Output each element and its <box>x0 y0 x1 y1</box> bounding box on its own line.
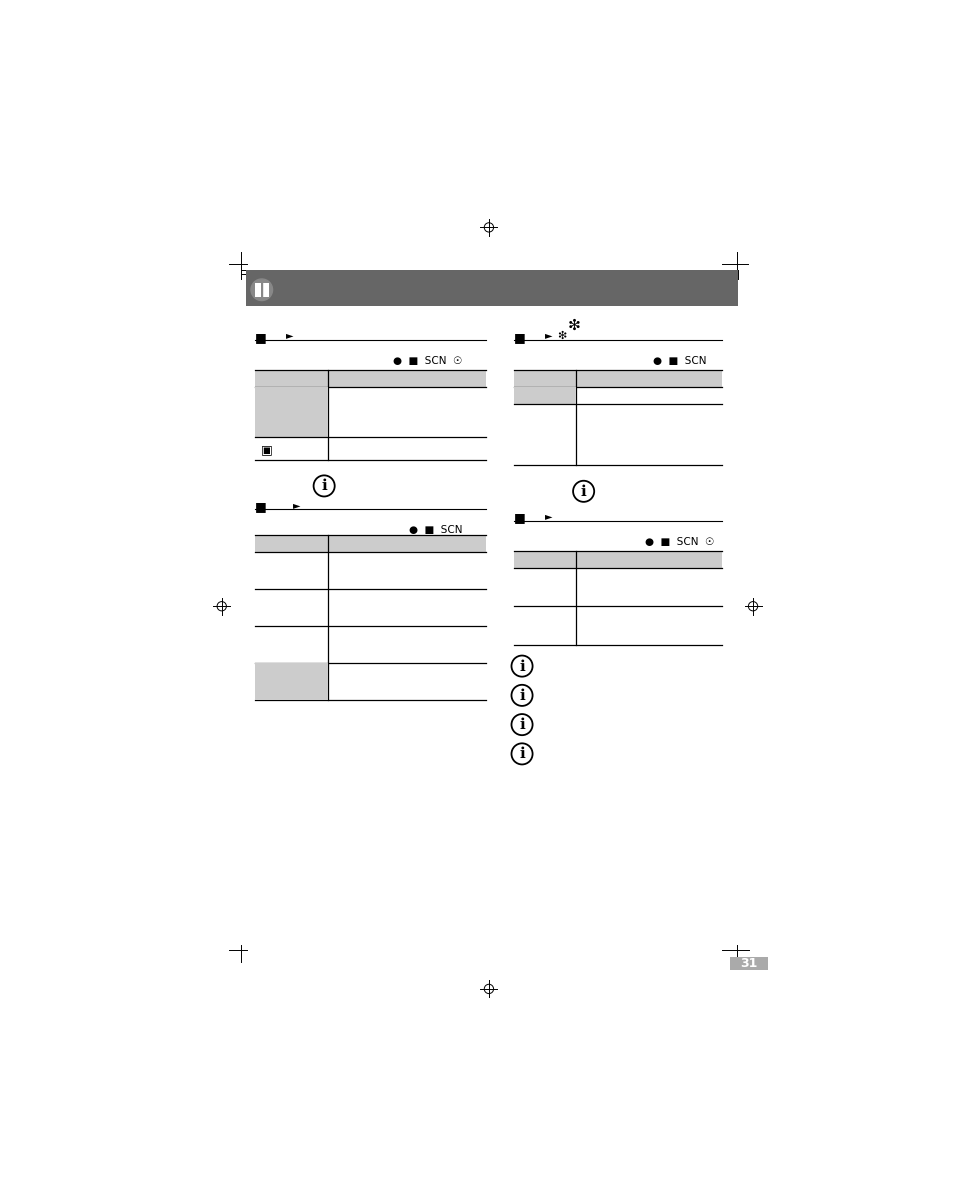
Text: ℹ: ℹ <box>518 659 524 673</box>
Text: ❇: ❇ <box>557 331 565 340</box>
Circle shape <box>251 279 273 300</box>
Text: ℹ: ℹ <box>518 718 524 732</box>
Bar <box>514 387 576 404</box>
Text: ■: ■ <box>254 500 266 513</box>
Bar <box>262 282 269 297</box>
Bar <box>254 387 328 436</box>
Bar <box>246 269 737 307</box>
Text: ℹ: ℹ <box>321 478 327 493</box>
Bar <box>254 535 485 553</box>
Text: ℹ: ℹ <box>580 484 586 499</box>
Text: ℹ: ℹ <box>518 688 524 703</box>
Text: ►: ► <box>544 331 552 340</box>
Text: ►: ► <box>285 331 293 340</box>
Text: 31: 31 <box>740 957 757 970</box>
Text: ►: ► <box>293 500 300 510</box>
Text: ●  ■  SCN: ● ■ SCN <box>409 525 462 535</box>
Text: ■: ■ <box>514 512 525 524</box>
Bar <box>514 551 721 567</box>
Bar <box>254 282 261 297</box>
Text: ■: ■ <box>514 331 525 344</box>
Text: ■: ■ <box>254 331 266 344</box>
Text: ►: ► <box>544 512 552 522</box>
Text: ●  ■  SCN  ☉: ● ■ SCN ☉ <box>393 356 462 365</box>
Text: ❇: ❇ <box>568 319 580 333</box>
Bar <box>729 957 767 970</box>
Text: ●  ■  SCN: ● ■ SCN <box>652 356 705 365</box>
Bar <box>254 370 485 387</box>
Text: ●  ■  SCN  ☉: ● ■ SCN ☉ <box>644 537 714 547</box>
Bar <box>514 370 721 387</box>
Text: ℹ: ℹ <box>518 746 524 761</box>
Text: ▣: ▣ <box>261 444 273 456</box>
Bar <box>254 664 328 701</box>
